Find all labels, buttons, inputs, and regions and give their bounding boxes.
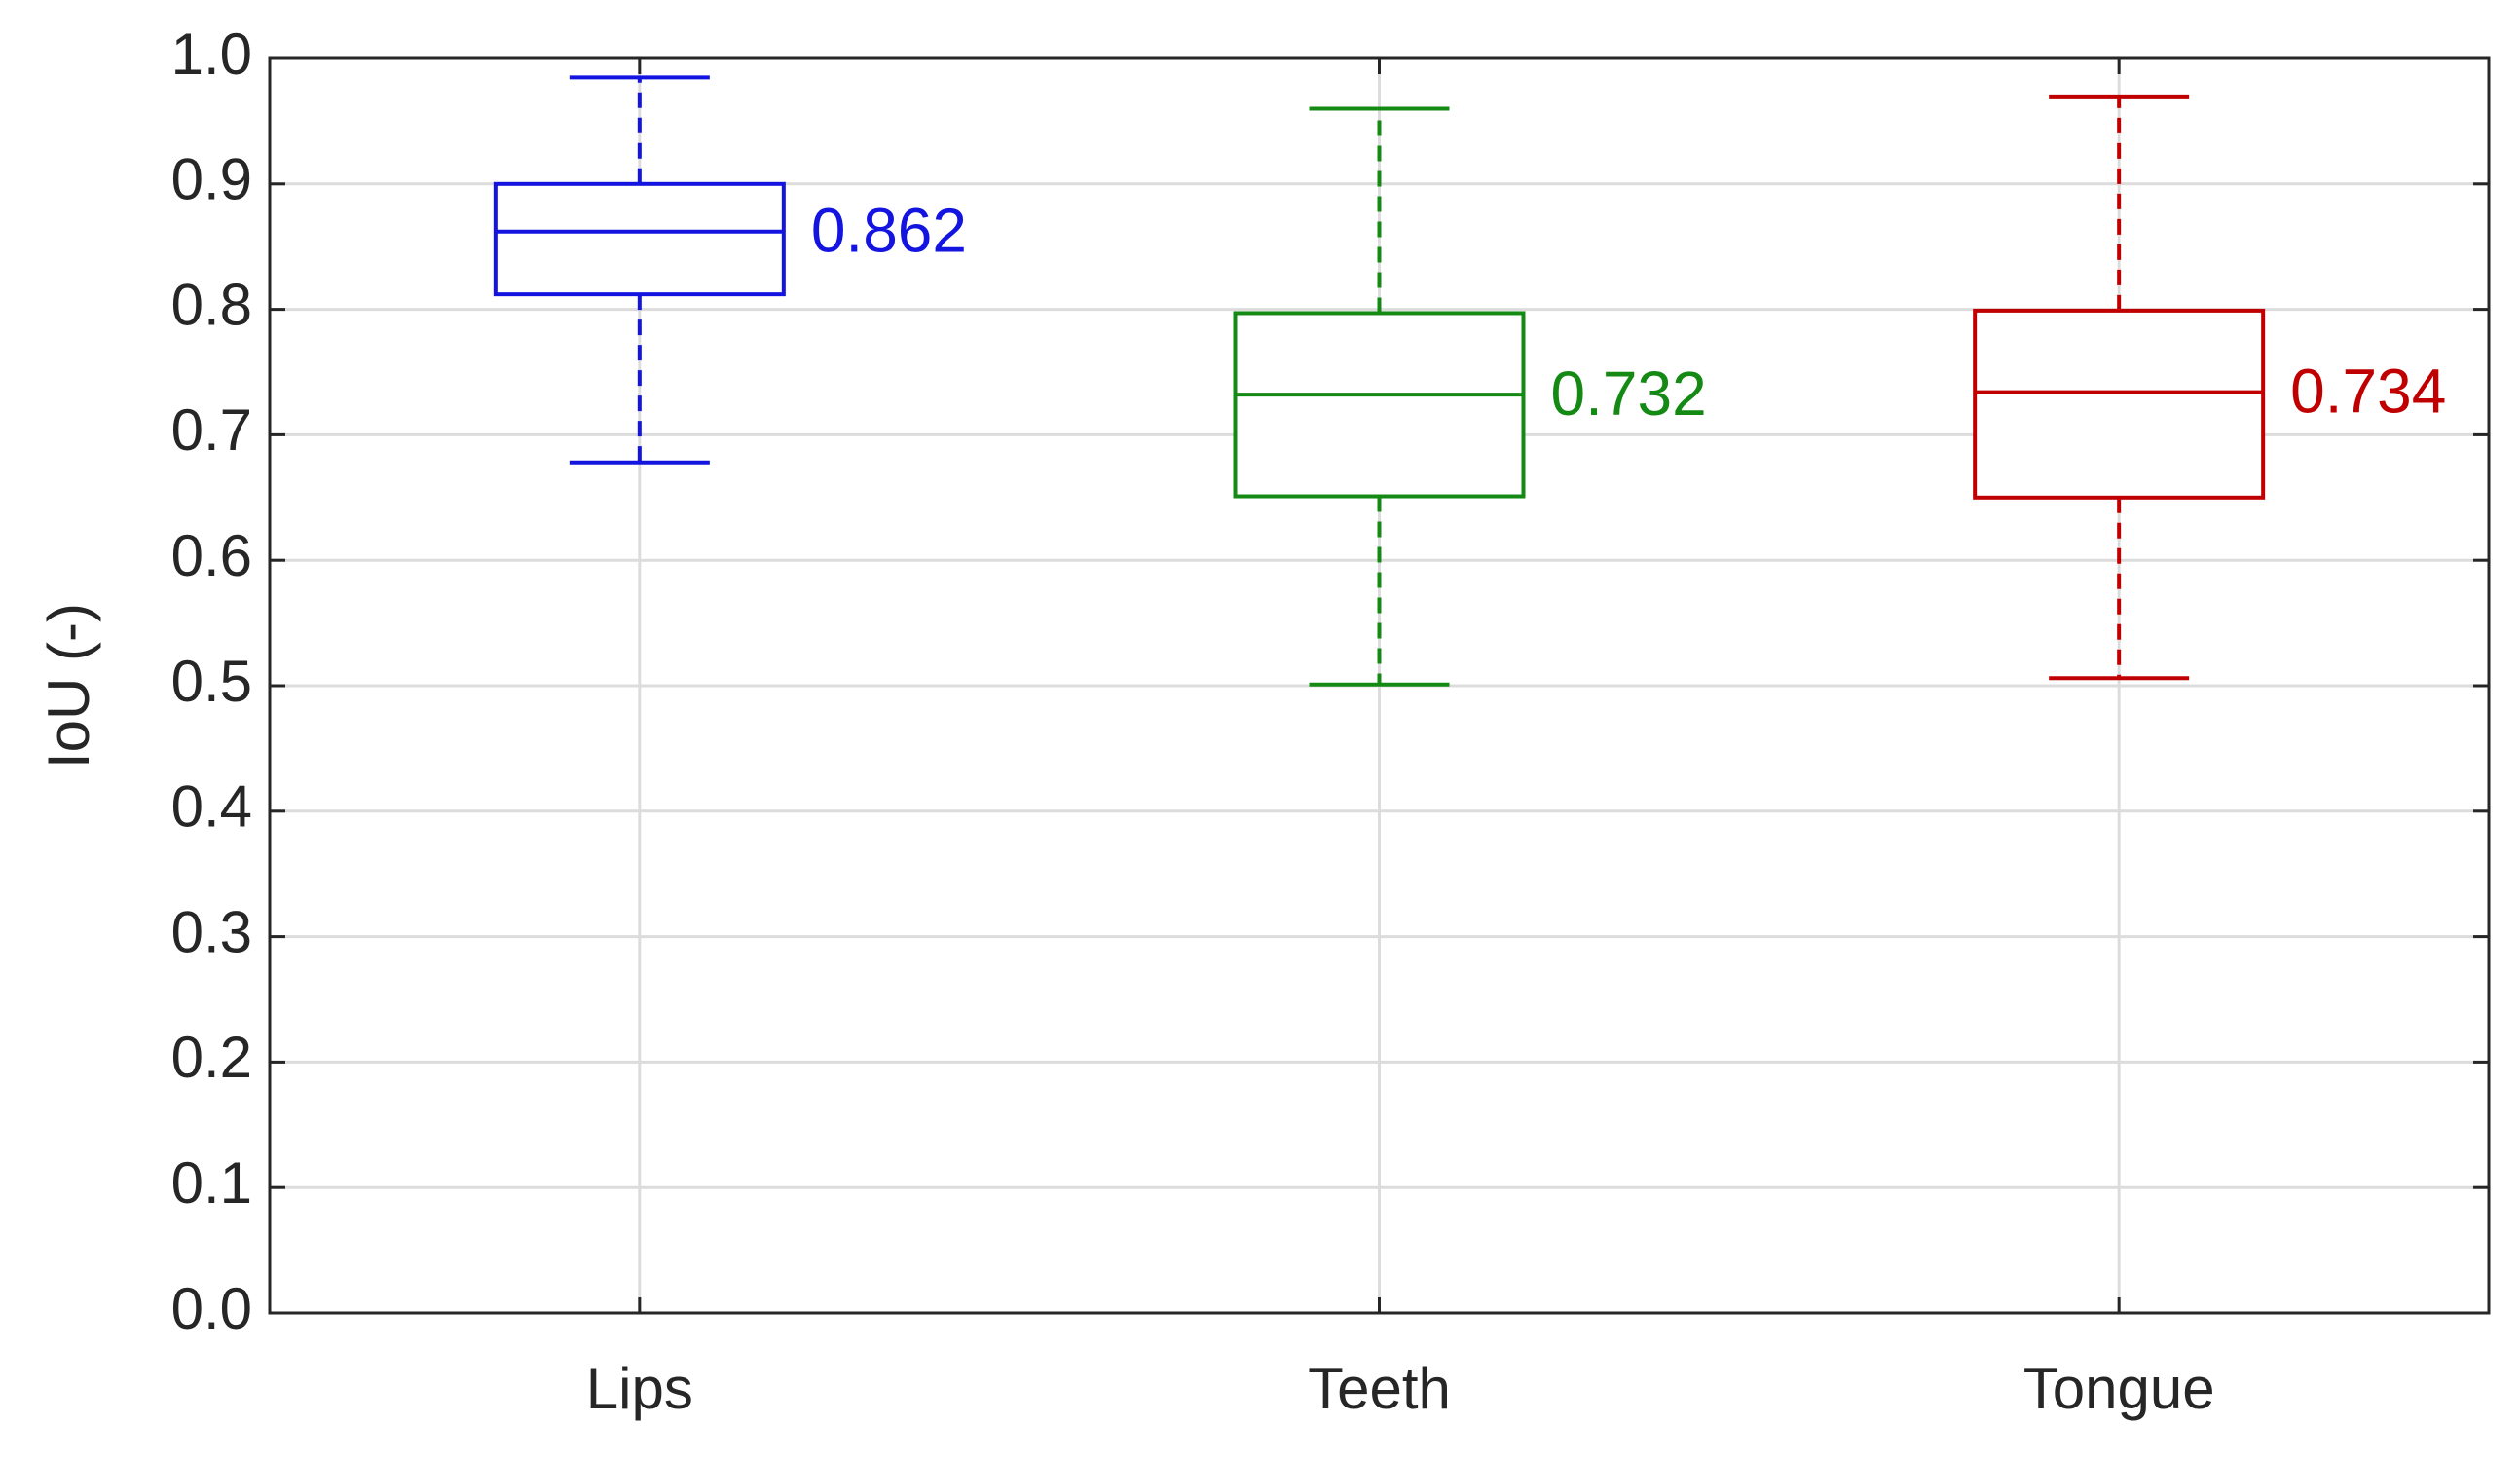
box xyxy=(493,181,786,297)
y-tick-label: 0.0 xyxy=(171,1276,252,1341)
y-tick-label: 0.9 xyxy=(171,147,252,212)
median-label: 0.732 xyxy=(1551,358,1707,429)
box xyxy=(1973,308,2266,500)
y-tick-label: 0.3 xyxy=(171,899,252,964)
box xyxy=(1233,311,1526,499)
y-tick-label: 1.0 xyxy=(171,21,252,87)
median-label: 0.734 xyxy=(2290,356,2446,427)
x-tick-label: Teeth xyxy=(1308,1356,1451,1421)
y-tick-label: 0.1 xyxy=(171,1150,252,1216)
y-tick-label: 0.7 xyxy=(171,397,252,463)
y-tick-label: 0.6 xyxy=(171,523,252,588)
y-tick-label: 0.5 xyxy=(171,649,252,714)
plot-frame xyxy=(268,56,2491,1315)
x-tick-label: Tongue xyxy=(2023,1356,2215,1421)
median-label: 0.862 xyxy=(811,196,967,266)
y-tick-label: 0.2 xyxy=(171,1025,252,1090)
y-tick-label: 0.8 xyxy=(171,272,252,337)
y-tick-label: 0.4 xyxy=(171,774,252,840)
y-axis-label: IoU (-) xyxy=(36,603,101,769)
x-tick-label: Lips xyxy=(586,1356,693,1421)
